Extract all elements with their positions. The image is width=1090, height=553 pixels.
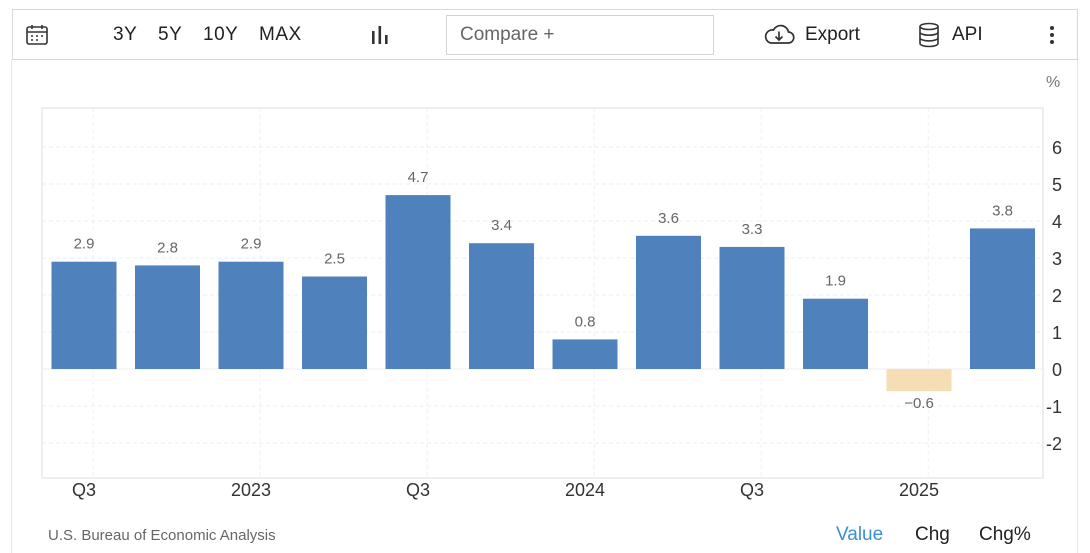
- x-tick-label: Q3: [72, 480, 96, 500]
- bar: [385, 195, 451, 369]
- chart-toolbar: 3Y 5Y 10Y MAX Export API: [12, 9, 1078, 60]
- y-tick-label: 1: [1052, 323, 1062, 343]
- export-button[interactable]: Export: [763, 10, 860, 59]
- calendar-icon[interactable]: [25, 10, 49, 59]
- data-label: 2.8: [157, 239, 178, 256]
- data-label: 3.3: [742, 221, 763, 238]
- mode-chg-button[interactable]: Chg: [915, 524, 950, 545]
- mode-value-button[interactable]: Value: [836, 524, 884, 545]
- x-tick-label: Q3: [406, 480, 430, 500]
- data-label: 3.6: [658, 210, 679, 227]
- data-label: 0.8: [575, 313, 596, 330]
- chart-frame: [11, 60, 1078, 553]
- data-label: −0.6: [904, 395, 934, 412]
- y-tick-label: 0: [1052, 360, 1062, 380]
- bar-chart-icon[interactable]: [369, 10, 391, 59]
- y-tick-label: 4: [1052, 212, 1062, 232]
- range-max-button[interactable]: MAX: [259, 23, 302, 45]
- bar: [302, 276, 367, 369]
- bar: [552, 339, 618, 369]
- range-5y-button[interactable]: 5Y: [158, 23, 183, 45]
- y-tick-label: 2: [1052, 286, 1062, 306]
- range-10y-button[interactable]: 10Y: [203, 23, 239, 45]
- bar: [469, 243, 534, 369]
- compare-input[interactable]: [446, 15, 714, 55]
- range-3y-button[interactable]: 3Y: [113, 23, 138, 45]
- bar: [970, 228, 1035, 369]
- api-label: API: [952, 23, 983, 45]
- data-label: 2.5: [324, 251, 345, 268]
- database-icon: [918, 22, 940, 48]
- bar: [886, 369, 952, 392]
- source-label: U.S. Bureau of Economic Analysis: [48, 527, 276, 544]
- y-tick-label: -1: [1046, 397, 1062, 417]
- x-tick-label: Q3: [740, 480, 764, 500]
- data-label: 3.4: [491, 217, 512, 234]
- data-label: 1.9: [825, 273, 846, 290]
- y-tick-label: 3: [1052, 249, 1062, 269]
- bar: [135, 265, 200, 369]
- bar: [51, 261, 117, 369]
- unit-label: %: [1046, 74, 1061, 91]
- vertical-dots-icon[interactable]: [1045, 10, 1059, 59]
- y-tick-label: 6: [1052, 138, 1062, 158]
- x-tick-label: 2025: [899, 480, 939, 500]
- data-label: 3.8: [992, 202, 1013, 219]
- data-label: 2.9: [74, 236, 95, 253]
- bar: [803, 298, 868, 369]
- plot-border: [41, 107, 1044, 479]
- y-tick-label: -2: [1046, 434, 1062, 454]
- data-label: 2.9: [241, 236, 262, 253]
- data-label: 4.7: [408, 169, 429, 186]
- x-tick-label: 2023: [231, 480, 271, 500]
- bar: [218, 261, 284, 369]
- export-label: Export: [805, 23, 860, 45]
- bar: [636, 235, 701, 369]
- api-button[interactable]: API: [918, 10, 983, 59]
- bar: [719, 246, 785, 369]
- x-tick-label: 2024: [565, 480, 605, 500]
- y-tick-label: 5: [1052, 175, 1062, 195]
- mode-chg-pct-button[interactable]: Chg%: [979, 524, 1031, 545]
- cloud-download-icon: [763, 24, 795, 46]
